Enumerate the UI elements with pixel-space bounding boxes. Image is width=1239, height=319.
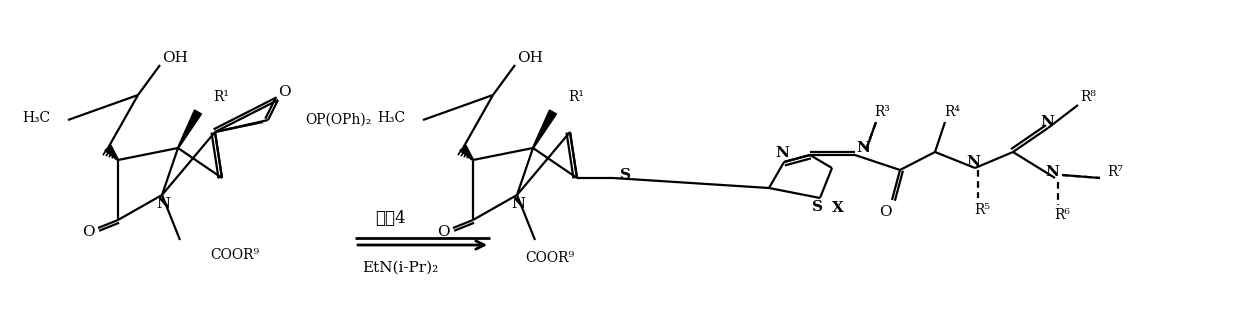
Text: S: S: [812, 200, 823, 214]
Text: S: S: [620, 168, 631, 182]
Polygon shape: [105, 145, 119, 160]
Text: R¹: R¹: [213, 90, 229, 104]
Text: O: O: [278, 85, 290, 99]
Text: N: N: [776, 146, 789, 160]
Text: R⁴: R⁴: [944, 105, 960, 119]
Text: N: N: [510, 197, 525, 211]
Polygon shape: [533, 110, 556, 148]
Text: EtN(i-Pr)₂: EtN(i-Pr)₂: [362, 261, 439, 275]
Text: N: N: [156, 197, 170, 211]
Text: H₃C: H₃C: [22, 111, 50, 125]
Text: R⁷: R⁷: [1108, 165, 1123, 179]
Text: R⁶: R⁶: [1054, 208, 1070, 222]
Text: O: O: [878, 205, 891, 219]
Text: OP(OPh)₂: OP(OPh)₂: [305, 113, 372, 127]
Text: R¹: R¹: [567, 90, 584, 104]
Text: 原枙4: 原枙4: [374, 210, 405, 226]
Text: COOR⁹: COOR⁹: [525, 251, 575, 265]
Text: OH: OH: [517, 51, 543, 65]
Polygon shape: [177, 110, 202, 148]
Text: O: O: [82, 225, 94, 239]
Polygon shape: [460, 145, 473, 160]
Text: COOR⁹: COOR⁹: [209, 248, 259, 262]
Text: H₃C: H₃C: [377, 111, 405, 125]
Text: X: X: [833, 201, 844, 215]
Text: OH: OH: [162, 51, 188, 65]
Text: N: N: [1044, 165, 1059, 179]
Text: O: O: [436, 225, 450, 239]
Text: N: N: [966, 155, 980, 169]
Text: N: N: [1040, 115, 1054, 129]
Text: N: N: [856, 141, 870, 155]
Text: R³: R³: [873, 105, 890, 119]
Text: R⁸: R⁸: [1080, 90, 1097, 104]
Text: R⁵: R⁵: [974, 203, 990, 217]
